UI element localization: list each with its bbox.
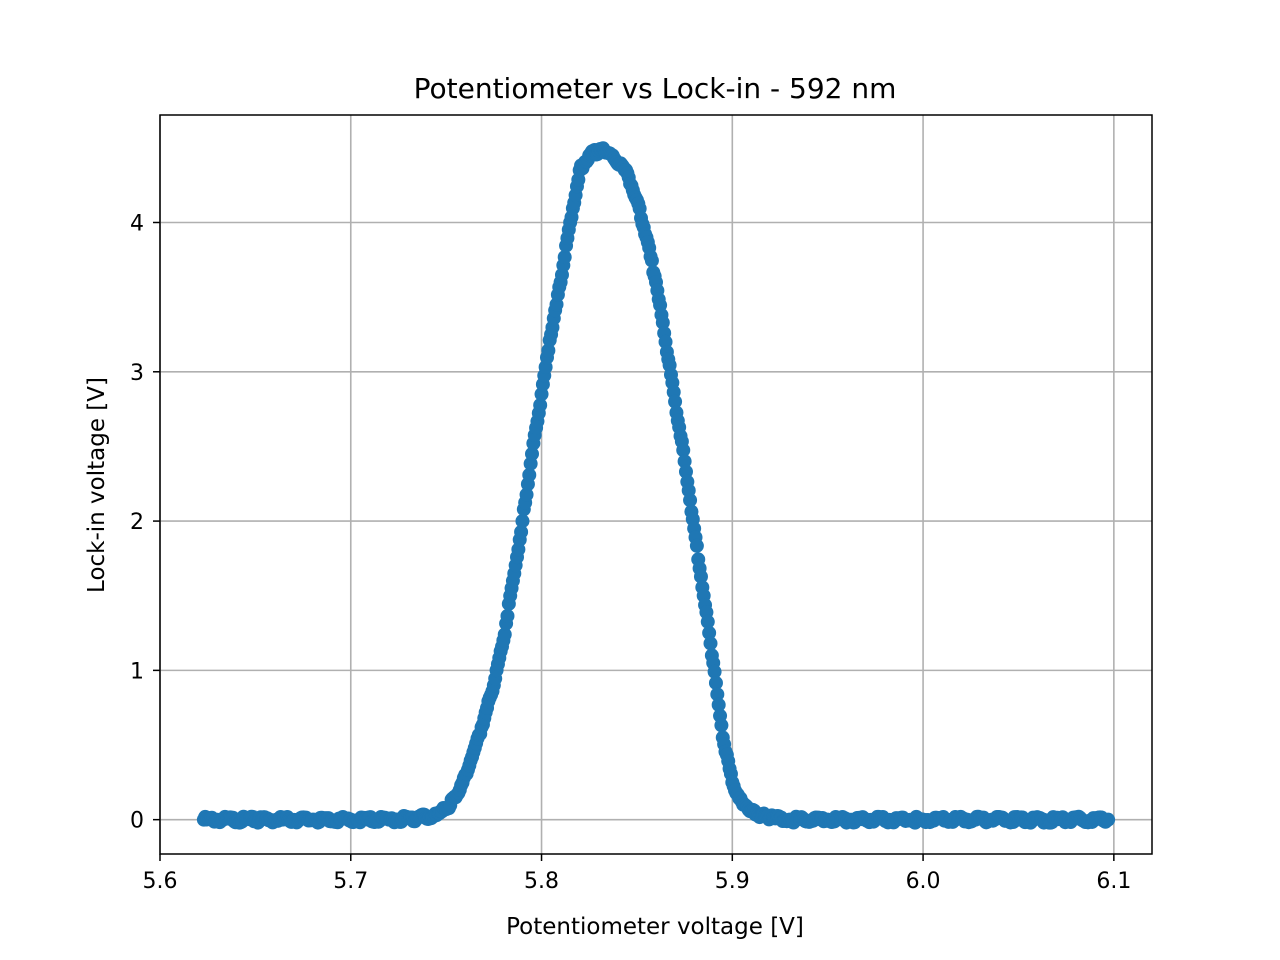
data-point <box>708 675 723 690</box>
plot-frame <box>159 114 1153 855</box>
x-tick-label: 5.7 <box>333 869 368 894</box>
data-point <box>500 608 515 623</box>
data-point <box>714 718 729 733</box>
data-point <box>655 315 670 330</box>
y-tick-label: 3 <box>130 361 144 386</box>
data-point <box>519 487 534 502</box>
data-point <box>557 250 572 265</box>
data-point <box>497 627 512 642</box>
data-point <box>676 443 691 458</box>
y-axis-label: Lock-in voltage [V] <box>84 377 110 593</box>
y-tick-label: 1 <box>130 659 144 684</box>
data-point <box>710 687 725 702</box>
y-tick-label: 0 <box>130 809 144 834</box>
x-axis-label: Potentiometer voltage [V] <box>506 914 804 940</box>
data-point <box>707 664 722 679</box>
tick-layer: 5.6 5.7 5.8 5.9 6.0 6.1 0 1 2 3 4 <box>130 211 1131 894</box>
data-layer <box>196 141 1116 830</box>
data-point <box>677 454 692 469</box>
data-point <box>514 524 529 539</box>
x-tick-label: 5.8 <box>524 869 559 894</box>
data-point <box>703 636 718 651</box>
data-point <box>711 697 726 712</box>
y-tick-label: 4 <box>130 211 144 236</box>
grid-layer <box>159 115 1152 854</box>
data-point <box>689 538 704 553</box>
x-tick-label: 5.9 <box>715 869 750 894</box>
data-point <box>522 467 537 482</box>
x-tick-label: 5.6 <box>143 869 178 894</box>
y-tick-label: 2 <box>130 510 144 535</box>
data-point <box>515 514 530 529</box>
data-point <box>541 343 556 358</box>
data-point <box>644 253 659 268</box>
chart-title: Potentiometer vs Lock-in - 592 nm <box>414 72 897 105</box>
data-point <box>1101 812 1116 827</box>
data-point <box>683 493 698 508</box>
data-point <box>693 569 708 584</box>
data-point <box>533 398 548 413</box>
x-tick-label: 6.0 <box>906 869 941 894</box>
data-point <box>700 614 715 629</box>
x-tick-label: 6.1 <box>1096 869 1131 894</box>
data-point <box>525 446 539 461</box>
data-point <box>702 625 717 640</box>
data-point <box>668 394 683 409</box>
